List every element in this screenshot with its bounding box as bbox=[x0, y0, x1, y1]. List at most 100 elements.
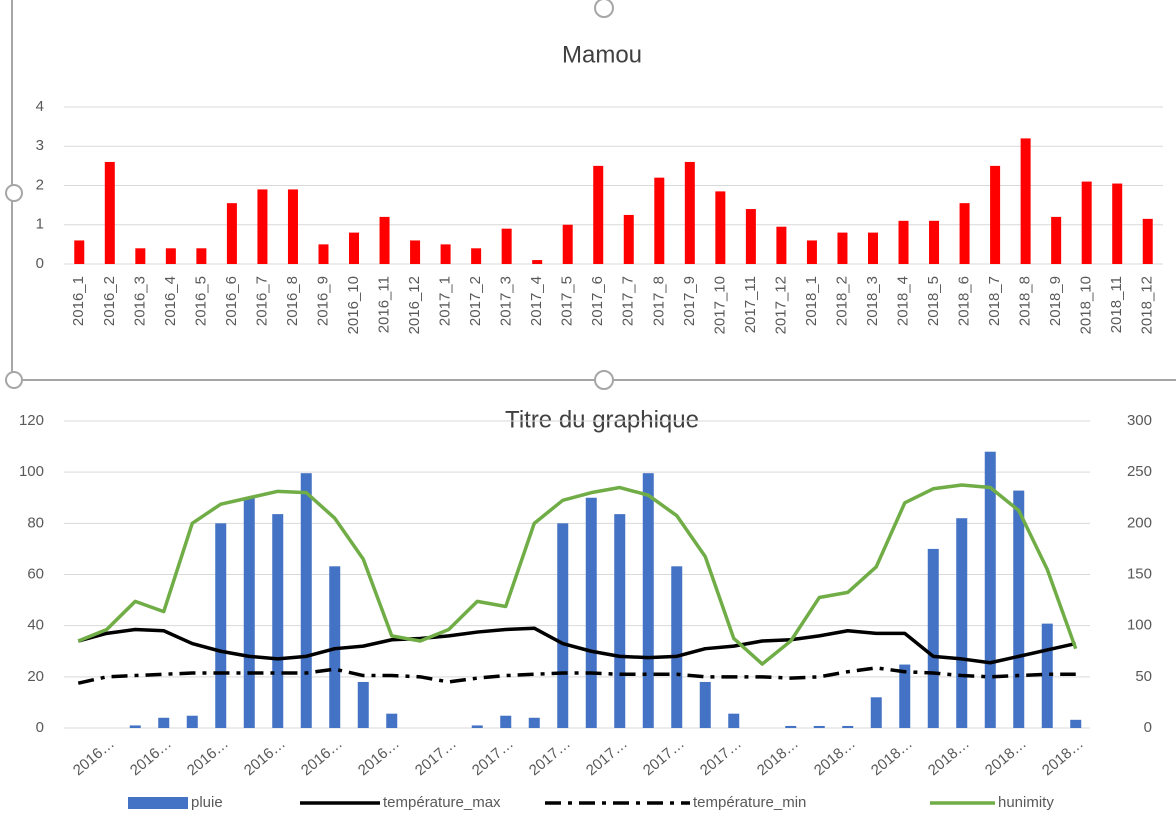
bar bbox=[501, 228, 512, 264]
y-tick-label: 3 bbox=[36, 137, 44, 154]
bar bbox=[379, 216, 390, 264]
y2-tick-label: 250 bbox=[1127, 463, 1152, 480]
x-tick-label: 2016… bbox=[184, 735, 232, 779]
bar bbox=[257, 189, 268, 264]
bar bbox=[135, 248, 146, 264]
bar bbox=[243, 497, 255, 728]
x-tick-label: 2018_12 bbox=[1139, 276, 1156, 334]
x-tick-label: 2018… bbox=[811, 735, 859, 779]
bar bbox=[562, 224, 573, 264]
bar bbox=[623, 214, 634, 264]
x-tick-label: 2016_11 bbox=[376, 276, 393, 333]
x-tick-label: 2018_4 bbox=[894, 276, 911, 326]
bar bbox=[927, 548, 939, 728]
x-tick-label: 2018_7 bbox=[986, 276, 1003, 326]
bar bbox=[349, 232, 360, 264]
y-tick-label: 40 bbox=[27, 617, 44, 634]
bar bbox=[959, 203, 970, 264]
bar bbox=[129, 725, 141, 728]
chart-title: Mamou bbox=[562, 41, 642, 68]
resize-handle bbox=[594, 0, 614, 18]
x-tick-label: 2017… bbox=[469, 735, 517, 779]
x-tick-label: 2018_3 bbox=[864, 276, 881, 326]
bar bbox=[386, 713, 398, 728]
bar bbox=[165, 248, 176, 264]
x-tick-label: 2017… bbox=[526, 735, 574, 779]
bar bbox=[1081, 181, 1092, 264]
bar bbox=[1070, 719, 1082, 728]
y-tick-label: 100 bbox=[19, 463, 44, 480]
bar bbox=[272, 514, 284, 728]
bar bbox=[593, 165, 604, 264]
x-tick-label: 2018_9 bbox=[1047, 276, 1064, 326]
resize-handle bbox=[594, 370, 614, 390]
x-tick-label: 2017… bbox=[583, 735, 631, 779]
y-tick-label: 2 bbox=[36, 176, 44, 193]
bar bbox=[870, 697, 882, 728]
y-tick-label: 80 bbox=[27, 514, 44, 531]
bar bbox=[776, 226, 787, 264]
bar bbox=[1041, 623, 1053, 728]
legend-label: hunimity bbox=[998, 794, 1054, 811]
bar bbox=[785, 725, 797, 728]
series-line bbox=[77, 666, 1076, 685]
x-tick-label: 2018_10 bbox=[1078, 276, 1095, 334]
x-tick-label: 2017_7 bbox=[620, 276, 637, 326]
bar bbox=[813, 725, 825, 728]
bar bbox=[837, 232, 848, 264]
x-tick-label: 2017_12 bbox=[772, 276, 789, 334]
x-tick-label: 2016_2 bbox=[101, 276, 118, 326]
y-tick-label: 20 bbox=[27, 668, 44, 685]
bar bbox=[745, 209, 756, 264]
x-tick-label: 2016_12 bbox=[406, 276, 423, 334]
bar bbox=[215, 523, 227, 728]
x-tick-label: 2016_4 bbox=[162, 276, 179, 326]
x-tick-label: 2018_5 bbox=[925, 276, 942, 326]
x-tick-label: 2018_8 bbox=[1017, 276, 1034, 326]
series-line bbox=[77, 483, 1078, 666]
y-tick-label: 0 bbox=[36, 719, 44, 736]
y-tick-label: 60 bbox=[27, 565, 44, 582]
x-tick-label: 2018_11 bbox=[1108, 276, 1125, 333]
bar bbox=[186, 715, 198, 728]
x-tick-label: 2016… bbox=[298, 735, 346, 779]
bar bbox=[104, 161, 115, 264]
resize-handle bbox=[5, 371, 23, 389]
y2-tick-label: 50 bbox=[1135, 668, 1152, 685]
y2-tick-label: 200 bbox=[1127, 514, 1152, 531]
series-line bbox=[77, 626, 1077, 665]
x-tick-label: 2016_1 bbox=[70, 276, 87, 326]
bar bbox=[158, 717, 170, 728]
x-tick-label: 2017… bbox=[697, 735, 745, 779]
bar bbox=[440, 244, 451, 264]
bar bbox=[899, 664, 911, 728]
bar bbox=[1020, 138, 1031, 264]
x-tick-label: 2016… bbox=[70, 735, 118, 779]
legend-swatch bbox=[128, 797, 188, 809]
bar bbox=[318, 244, 329, 264]
x-tick-label: 2016… bbox=[241, 735, 289, 779]
bar bbox=[990, 165, 1001, 264]
bar bbox=[642, 473, 654, 728]
bar bbox=[867, 232, 878, 264]
x-tick-label: 2018_6 bbox=[956, 276, 973, 326]
bar bbox=[196, 248, 207, 264]
x-tick-label: 2017_5 bbox=[559, 276, 576, 326]
bar bbox=[898, 220, 909, 264]
bar bbox=[654, 177, 665, 264]
y-tick-label: 4 bbox=[36, 98, 44, 115]
x-tick-label: 2016… bbox=[355, 735, 403, 779]
bar bbox=[684, 161, 695, 264]
x-tick-label: 2017_6 bbox=[589, 276, 606, 326]
bar bbox=[806, 240, 817, 264]
x-tick-label: 2018… bbox=[868, 735, 916, 779]
bar bbox=[74, 240, 85, 264]
x-tick-label: 2016… bbox=[127, 735, 175, 779]
x-tick-label: 2016_9 bbox=[314, 276, 331, 326]
x-tick-label: 2018_1 bbox=[803, 276, 820, 326]
resize-handle bbox=[5, 184, 23, 202]
y-tick-label: 0 bbox=[36, 255, 44, 272]
legend-label: température_max bbox=[383, 794, 501, 811]
bar bbox=[471, 248, 482, 264]
